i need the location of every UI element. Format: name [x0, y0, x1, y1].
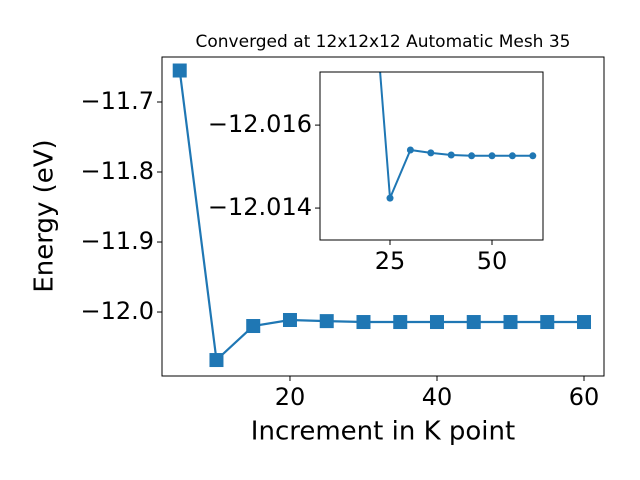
marker	[356, 315, 371, 330]
marker	[577, 315, 592, 330]
marker	[282, 312, 297, 327]
x-tick-label: 50	[477, 247, 508, 275]
marker	[406, 146, 414, 154]
y-tick-label: −12.016	[208, 110, 312, 138]
plot-layer	[172, 63, 592, 368]
y-tick-label: −12.0	[80, 297, 154, 325]
y-axis-label: Energy (eV)	[30, 139, 60, 292]
axes-frame	[319, 71, 544, 241]
marker	[393, 315, 408, 330]
marker	[503, 315, 518, 330]
marker	[529, 152, 537, 160]
y-tick-label: −11.7	[80, 87, 154, 115]
axes-frame	[161, 56, 605, 377]
y-tick-label: −11.8	[80, 157, 154, 185]
marker	[427, 149, 435, 157]
chart-title: Converged at 12x12x12 Automatic Mesh 35	[196, 32, 571, 52]
x-tick-label: 20	[275, 383, 306, 411]
x-axis-label: Increment in K point	[251, 417, 515, 447]
y-tick-label: −11.9	[80, 227, 154, 255]
marker	[429, 315, 444, 330]
marker	[386, 194, 394, 202]
y-tick-label: −12.014	[208, 193, 312, 221]
marker	[319, 314, 334, 329]
marker	[488, 152, 496, 160]
marker	[466, 315, 481, 330]
x-tick-label: 25	[375, 247, 406, 275]
marker	[172, 63, 187, 78]
marker	[540, 315, 555, 330]
x-tick-label: 60	[569, 383, 600, 411]
plot-layer	[379, 72, 537, 202]
marker	[209, 353, 224, 368]
marker	[508, 152, 516, 160]
marker	[246, 319, 261, 334]
x-tick-label: 40	[422, 383, 453, 411]
marker	[468, 152, 476, 160]
marker	[447, 151, 455, 159]
